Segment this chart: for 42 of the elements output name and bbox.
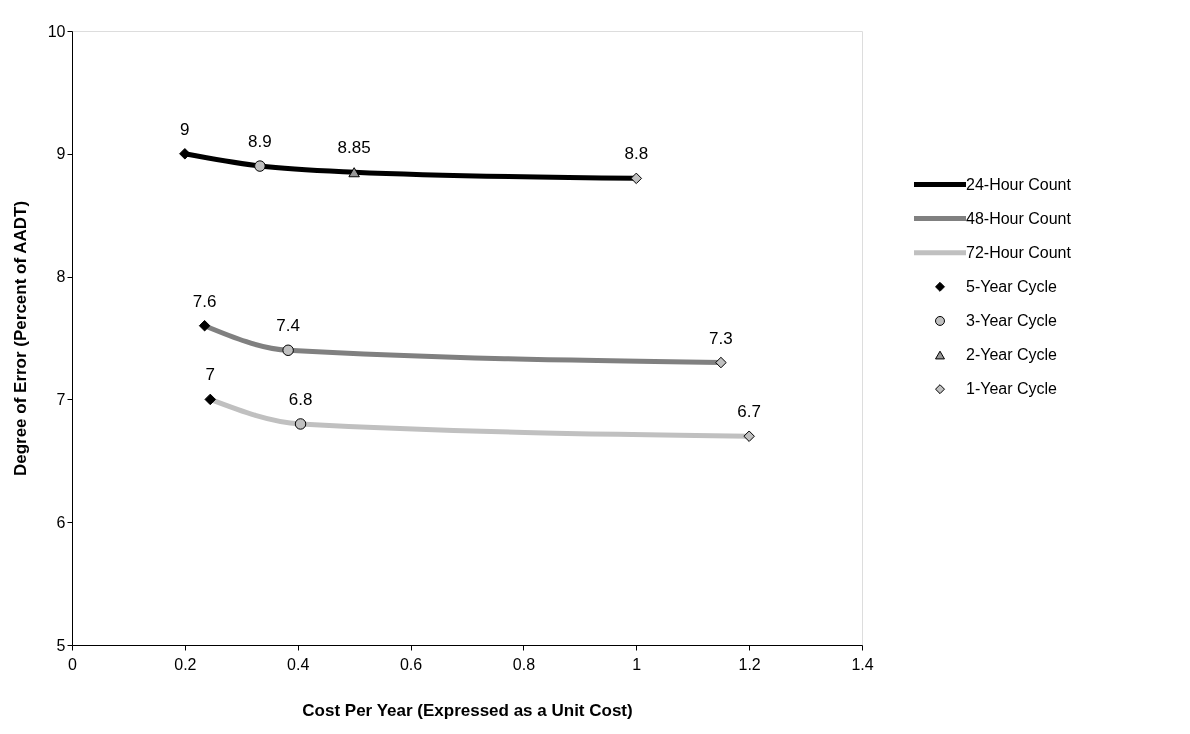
x-tick-label: 0.4 <box>287 655 310 673</box>
legend-label: 48-Hour Count <box>966 209 1072 227</box>
legend-label: 24-Hour Count <box>966 175 1072 193</box>
x-tick-label: 1.4 <box>851 655 874 673</box>
y-tick-label: 10 <box>47 22 66 40</box>
x-tick-label: 0 <box>68 655 78 673</box>
data-label: 9 <box>180 119 190 139</box>
legend-label: 3-Year Cycle <box>966 311 1058 329</box>
data-label: 6.7 <box>737 402 761 422</box>
legend-label: 1-Year Cycle <box>966 380 1058 398</box>
point <box>715 356 727 369</box>
x-tick-label: 0.8 <box>512 655 536 673</box>
data-label: 7.6 <box>192 291 217 311</box>
point <box>348 167 360 178</box>
x-axis-title: Cost Per Year (Expressed as a Unit Cost) <box>302 700 633 720</box>
y-tick-label: 9 <box>56 145 66 163</box>
point <box>630 172 643 185</box>
data-label: 7 <box>205 365 215 385</box>
data-label: 8.9 <box>248 132 272 152</box>
x-tick-label: 1 <box>632 655 642 673</box>
point <box>198 319 211 332</box>
data-label: 8.85 <box>337 138 371 158</box>
y-tick-label: 8 <box>56 268 66 286</box>
y-tick-label: 6 <box>56 513 66 531</box>
point <box>282 344 294 357</box>
point <box>743 430 755 442</box>
y-axis-title: Degree of Error (Percent of AADT) <box>10 200 30 477</box>
legend-label: 72-Hour Count <box>966 243 1072 261</box>
data-label: 7.3 <box>709 328 733 348</box>
data-label: 8.8 <box>624 144 649 164</box>
point <box>254 160 266 172</box>
data-label: 7.4 <box>276 316 300 336</box>
y-tick-label: 5 <box>56 636 66 654</box>
legend-label: 2-Year Cycle <box>966 346 1058 364</box>
y-tick-label: 7 <box>56 390 66 408</box>
x-tick-label: 1.2 <box>738 655 761 673</box>
legend-label: 5-Year Cycle <box>966 277 1058 295</box>
data-label: 6.8 <box>288 389 313 409</box>
x-tick-label: 0.6 <box>399 655 423 673</box>
point <box>294 418 307 430</box>
point <box>204 393 216 406</box>
x-tick-label: 0.2 <box>174 655 197 673</box>
